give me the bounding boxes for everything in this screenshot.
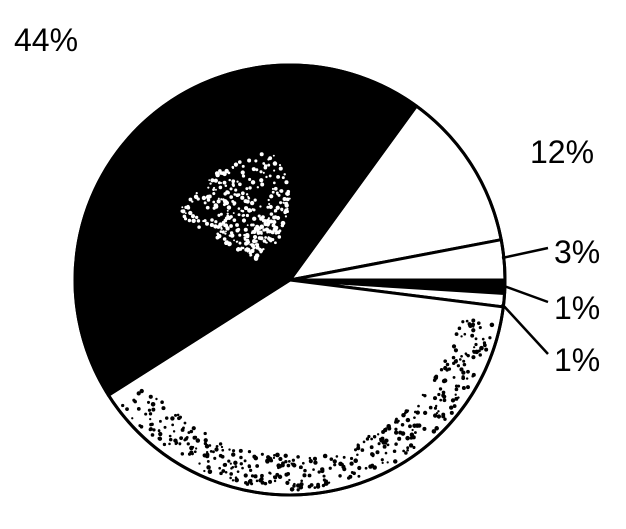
slice-label-5: 44% [14, 22, 78, 59]
slice-label-1: 3% [554, 234, 600, 271]
slice-label-3: 1% [554, 342, 600, 379]
leader-line-2 [504, 286, 548, 302]
slice-label-2: 1% [554, 290, 600, 327]
leader-line-3 [502, 304, 548, 354]
pie-chart [0, 0, 626, 524]
slice-label-0: 12% [530, 134, 594, 171]
leader-line-1 [502, 248, 548, 258]
pie-chart-svg [0, 0, 626, 524]
